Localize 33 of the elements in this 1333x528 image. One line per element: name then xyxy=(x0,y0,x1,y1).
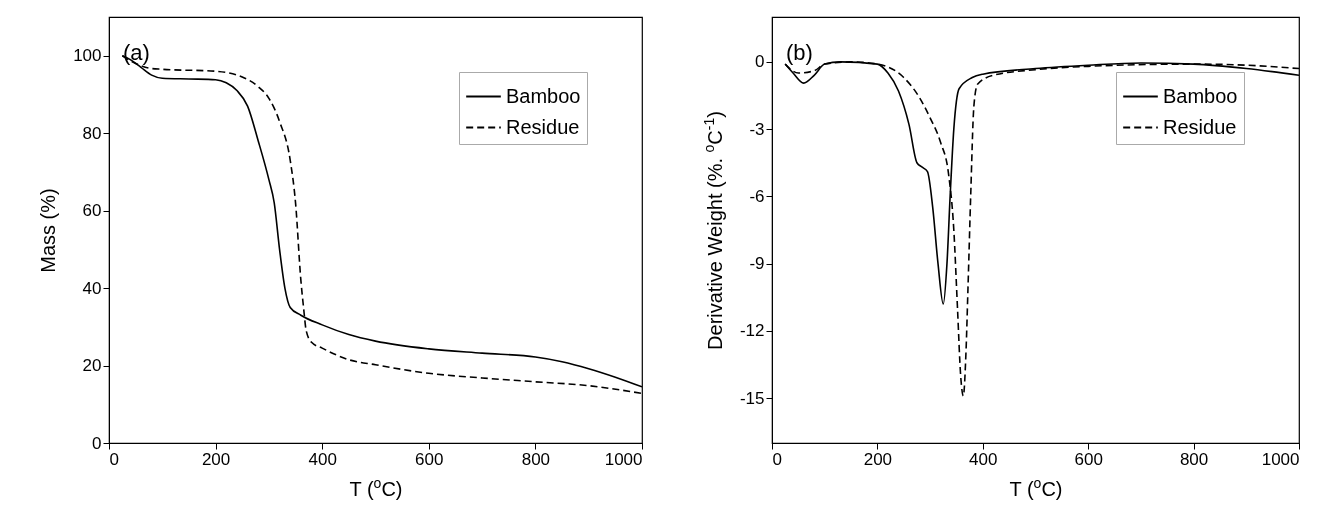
x-tick-label: 600 xyxy=(415,449,444,469)
x-tick-label: 800 xyxy=(1179,449,1209,469)
x-tick-label: 0 xyxy=(109,449,119,469)
x-tick-label: 1000 xyxy=(604,449,643,469)
x-tick-label: 600 xyxy=(1074,449,1103,469)
legend-label: Bamboo xyxy=(1163,84,1238,107)
x-axis-title: T ($^{o}$C) xyxy=(349,474,403,500)
y-tick-label: -15 xyxy=(739,388,765,408)
legend-label: Residue xyxy=(1163,115,1237,138)
y-tick-label: -3 xyxy=(749,119,765,139)
annotation: (a) xyxy=(123,40,150,65)
x-tick-label: 800 xyxy=(521,449,551,469)
x-tick-label: 200 xyxy=(201,449,231,469)
y-tick-label: -9 xyxy=(749,254,765,274)
y-tick-label: -12 xyxy=(739,321,765,341)
y-tick-label: 0 xyxy=(92,433,102,453)
x-tick-label: 1000 xyxy=(1261,449,1300,469)
annotation: (b) xyxy=(786,40,813,65)
x-tick-label: 200 xyxy=(863,449,893,469)
y-tick-label: 40 xyxy=(82,278,102,298)
y-axis-title: Mass (%) xyxy=(37,188,60,273)
y-tick-label: 0 xyxy=(755,52,765,72)
x-tick-label: 400 xyxy=(969,449,998,469)
y-tick-label: -6 xyxy=(749,186,765,206)
x-tick-label: 400 xyxy=(308,449,337,469)
y-tick-label: 100 xyxy=(73,46,102,66)
legend-label: Residue xyxy=(506,115,580,138)
x-tick-label: 0 xyxy=(772,449,782,469)
y-tick-label: 20 xyxy=(82,356,102,376)
legend-label: Bamboo xyxy=(506,84,581,107)
y-tick-label: 80 xyxy=(82,123,102,143)
x-axis-title: T ($^{o}$C) xyxy=(1009,474,1063,500)
y-tick-label: 60 xyxy=(82,201,102,221)
